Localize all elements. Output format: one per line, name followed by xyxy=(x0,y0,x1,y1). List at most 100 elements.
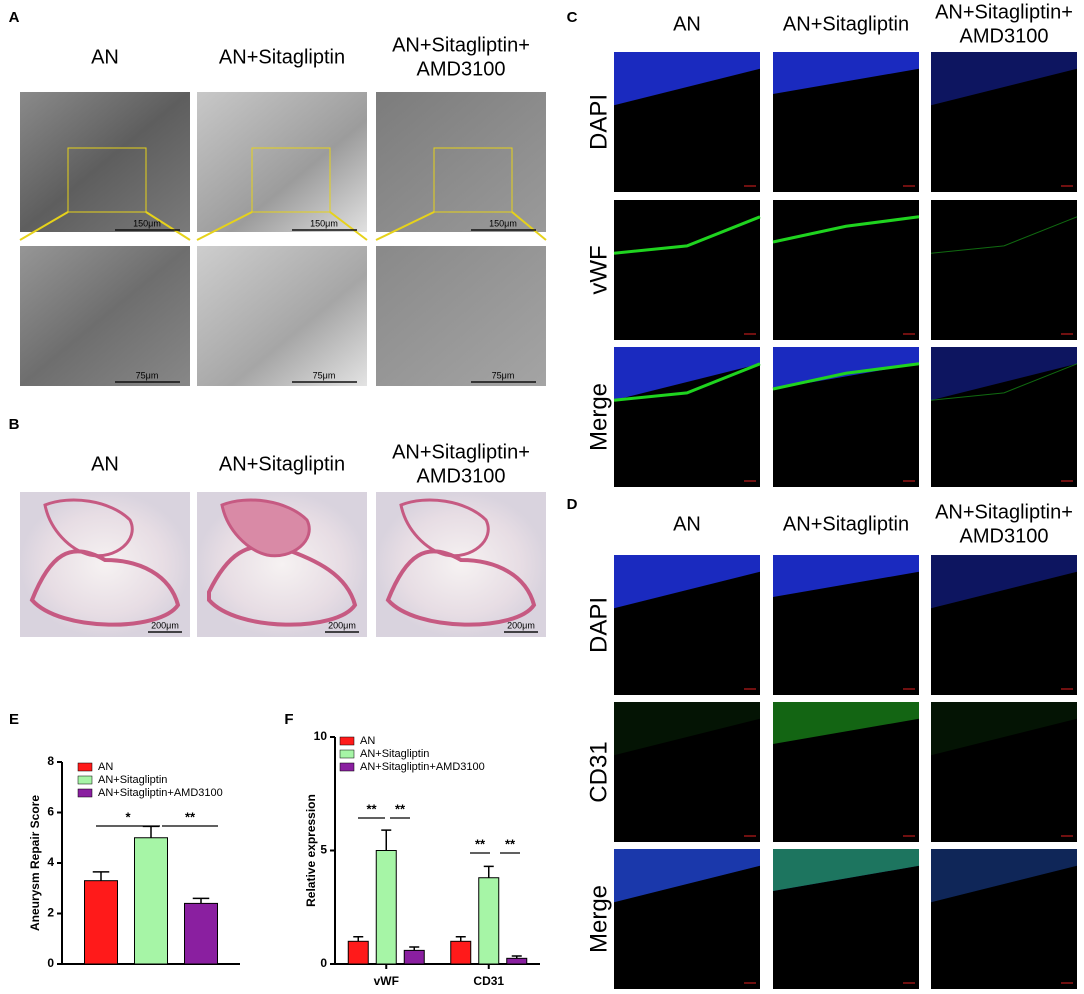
bar xyxy=(450,940,472,965)
sem-image xyxy=(376,92,546,232)
scale-label: 200μm xyxy=(151,620,179,630)
fluorescence-image xyxy=(614,702,760,842)
significance-label: ** xyxy=(505,836,516,851)
row-label: Merge xyxy=(585,383,612,451)
sem-image xyxy=(20,92,190,232)
legend-swatch xyxy=(77,775,93,785)
y-tick-label: 0 xyxy=(47,956,54,970)
legend-label: AN+Sitagliptin+AMD3100 xyxy=(360,761,485,773)
scale-label: 75μm xyxy=(136,370,159,380)
error-bar xyxy=(92,871,110,881)
column-header: AN xyxy=(91,453,119,475)
tissue xyxy=(207,543,358,627)
legend-swatch xyxy=(77,762,93,772)
bar xyxy=(403,949,425,965)
scale-label: 75μm xyxy=(492,370,515,380)
scale-label: 150μm xyxy=(310,218,338,228)
fluorescence-image xyxy=(931,347,1077,487)
bar xyxy=(478,877,500,965)
marker-stain xyxy=(773,849,919,891)
bar xyxy=(347,940,369,965)
legend-label: AN xyxy=(360,735,375,747)
y-tick-label: 2 xyxy=(47,906,54,920)
legend-label: AN xyxy=(98,761,113,773)
row-label: DAPI xyxy=(585,94,612,150)
column-header: AN+Sitagliptin xyxy=(783,513,909,535)
error-bar xyxy=(353,936,364,942)
error-bar xyxy=(381,829,392,851)
tissue xyxy=(385,549,537,627)
fluorescence-image xyxy=(931,200,1077,340)
nuclei-stain xyxy=(614,347,760,401)
zoom-line xyxy=(196,211,253,241)
bar xyxy=(506,957,528,965)
legend-swatch xyxy=(339,736,355,746)
column-header: AN+Sitagliptin xyxy=(783,13,909,35)
nuclei-stain xyxy=(614,52,760,106)
fluorescence-image xyxy=(931,555,1077,695)
marker-stain xyxy=(614,849,760,903)
panel-label: D xyxy=(567,496,578,513)
y-axis-label: Aneurysm Repair Score xyxy=(28,795,42,931)
zoom-box xyxy=(67,147,147,213)
nuclei-stain xyxy=(614,555,760,609)
panel-label: E xyxy=(9,711,19,728)
legend-label: AN+Sitagliptin xyxy=(360,748,429,760)
sem-image xyxy=(197,92,367,232)
y-tick-label: 10 xyxy=(314,729,328,743)
panel-label: A xyxy=(9,9,20,26)
zoom-line xyxy=(145,211,191,241)
marker-stain xyxy=(772,362,920,391)
error-bar xyxy=(409,946,420,951)
fluorescence-image xyxy=(773,200,919,340)
tissue xyxy=(43,498,134,558)
zoom-box xyxy=(251,147,331,213)
error-bar xyxy=(483,865,494,878)
marker-stain xyxy=(772,215,920,244)
panel-label: B xyxy=(9,416,20,433)
nuclei-stain xyxy=(773,347,919,389)
fluorescence-image xyxy=(614,200,760,340)
significance-label: ** xyxy=(185,809,196,824)
x-tick-label: CD31 xyxy=(473,974,504,988)
column-header: AMD3100 xyxy=(417,465,506,487)
column-header: AMD3100 xyxy=(417,58,506,80)
significance-label: ** xyxy=(395,801,406,816)
marker-stain xyxy=(930,216,1078,254)
row-label: vWF xyxy=(585,245,612,294)
row-label: CD31 xyxy=(585,741,612,802)
scale-label: 150μm xyxy=(133,218,161,228)
y-tick-label: 8 xyxy=(47,754,54,768)
nuclei-stain xyxy=(931,849,1077,903)
marker-stain xyxy=(613,215,761,255)
legend-label: AN+Sitagliptin xyxy=(98,774,167,786)
significance-label: ** xyxy=(475,836,486,851)
zoom-box xyxy=(433,147,513,213)
column-header: AMD3100 xyxy=(960,25,1049,47)
panel-label: F xyxy=(284,711,293,728)
scale-label: 75μm xyxy=(313,370,336,380)
fluorescence-image xyxy=(931,52,1077,192)
y-tick-label: 4 xyxy=(47,855,54,869)
marker-stain xyxy=(930,363,1078,401)
x-tick-label: vWF xyxy=(374,974,399,988)
fluorescence-image xyxy=(931,849,1077,989)
row-label: Merge xyxy=(585,885,612,953)
zoom-line xyxy=(511,211,547,241)
marker-stain xyxy=(773,702,919,744)
bar xyxy=(84,880,118,965)
nuclei-stain xyxy=(931,52,1077,106)
fluorescence-image xyxy=(931,702,1077,842)
y-axis-label: Relative expression xyxy=(304,794,318,907)
nuclei-stain xyxy=(931,555,1077,609)
y-tick-label: 0 xyxy=(320,956,327,970)
error-bar xyxy=(192,897,210,904)
significance-label: ** xyxy=(366,801,377,816)
legend-swatch xyxy=(339,762,355,772)
tissue xyxy=(399,498,490,558)
column-header: AN+Sitagliptin+ xyxy=(935,1,1073,23)
tissue xyxy=(29,549,181,627)
row-label: DAPI xyxy=(585,597,612,653)
